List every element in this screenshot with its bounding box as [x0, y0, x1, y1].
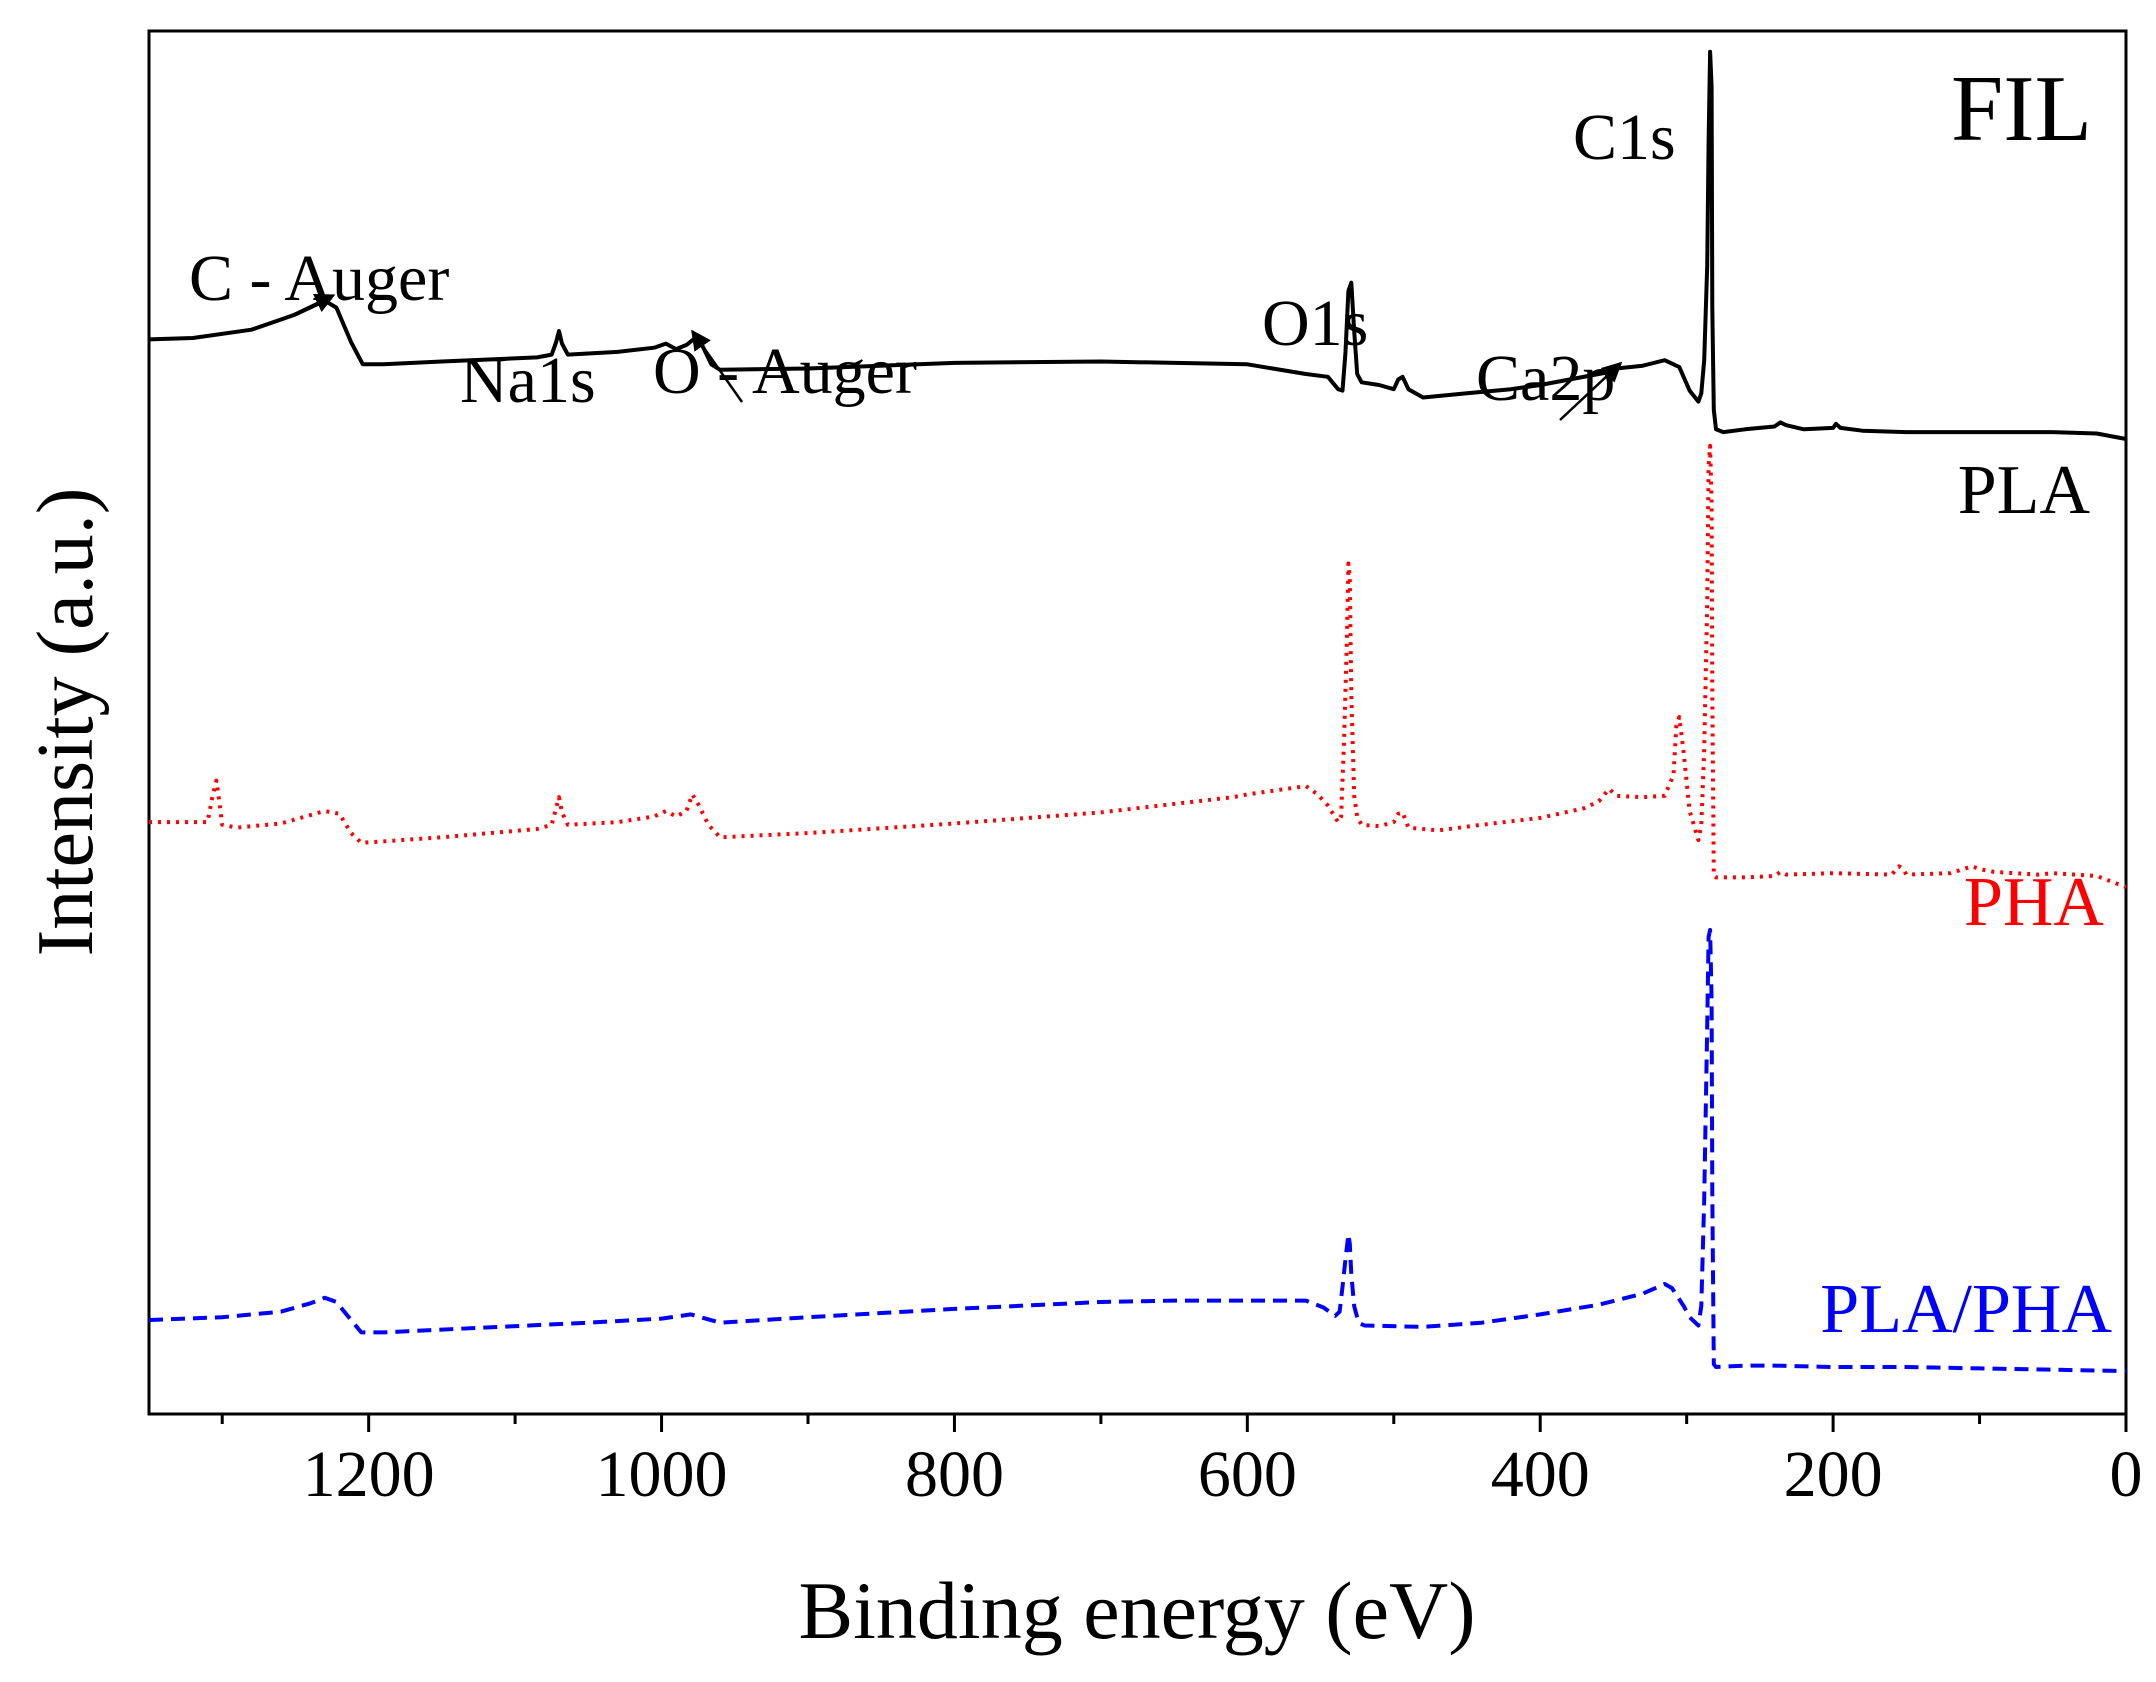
series-group — [148, 49, 2127, 1374]
x-tick-label-1000: 1000 — [596, 1438, 728, 1511]
x-axis-label: Binding energy (eV) — [798, 1565, 1475, 1656]
x-tick-label-800: 800 — [905, 1438, 1004, 1511]
y-axis-label: Intensity (a.u.) — [22, 488, 110, 957]
x-tick-label-600: 600 — [1198, 1438, 1297, 1511]
annotation-arrow-o-auger — [691, 329, 744, 403]
annotation-c1s: C1s — [1573, 101, 1676, 174]
plot-frame — [147, 29, 2128, 1416]
series-line-pha — [149, 443, 2127, 889]
x-tick-label-400: 400 — [1491, 1438, 1590, 1511]
x-tick-labels: 1200 1000 800 600 400 200 0 — [303, 1438, 2143, 1511]
annotation-na1s: Na1s — [460, 344, 596, 417]
annotation-o1s: O1s — [1262, 287, 1368, 360]
series-label-pla-pha: PLA/PHA — [1820, 1271, 2112, 1348]
x-axis-ticks — [220, 1414, 2128, 1432]
annotation-o-auger: O - Auger — [653, 335, 917, 408]
series-line-pla — [148, 49, 2127, 441]
x-tick-label-200: 200 — [1784, 1438, 1883, 1511]
series-label-pla: PLA — [1958, 452, 2091, 529]
chart-title: FIL — [1951, 57, 2092, 161]
x-tick-label-1200: 1200 — [303, 1438, 435, 1511]
annotation-arrow-ca2p — [1559, 361, 1623, 421]
annotation-c-auger: C - Auger — [189, 242, 449, 315]
annotation-ca2p: Ca2p — [1476, 342, 1615, 415]
series-line-pla-pha — [148, 928, 2127, 1374]
x-tick-label-0: 0 — [2110, 1438, 2143, 1511]
series-label-pha: PHA — [1964, 864, 2104, 941]
annotation-arrow-c-auger — [287, 294, 336, 319]
